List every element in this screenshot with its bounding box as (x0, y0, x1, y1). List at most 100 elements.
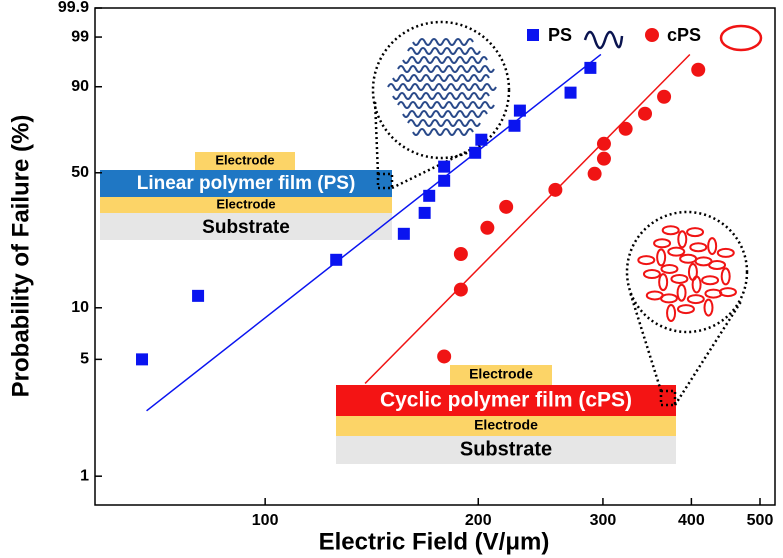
layer-label: Electrode (469, 366, 533, 382)
electrode-layer (450, 365, 552, 385)
point (423, 189, 436, 202)
ring (707, 237, 718, 256)
y-tick-label: 5 (80, 351, 89, 368)
electrode-layer (100, 197, 392, 213)
point (618, 121, 633, 136)
point (453, 282, 468, 297)
y-tick-label: 90 (71, 78, 89, 95)
ring (689, 242, 708, 253)
point (638, 106, 653, 121)
point (437, 349, 452, 364)
point (397, 227, 410, 240)
chain-icons (387, 38, 737, 323)
point (513, 104, 526, 117)
substrate-layer (336, 436, 676, 464)
chain (402, 110, 488, 118)
point (691, 62, 706, 77)
ring (708, 259, 727, 270)
point (453, 247, 468, 262)
ring (703, 298, 714, 317)
chain (392, 74, 490, 82)
point (657, 89, 672, 104)
legend-chain-icon (583, 30, 624, 50)
ring (691, 275, 702, 294)
zoom-line (673, 299, 744, 406)
y-axis-label: Probability of Failure (%) (7, 115, 34, 398)
point (564, 86, 577, 99)
layer-label: Electrode (215, 152, 274, 167)
zoom-line (373, 99, 380, 175)
y-tick-label: 99 (71, 28, 89, 45)
point (418, 206, 431, 219)
chain (387, 83, 497, 91)
ps-zoom (371, 20, 511, 160)
y-tick-label: 10 (71, 299, 89, 316)
point (508, 119, 521, 132)
ring (686, 294, 705, 305)
ring (645, 290, 664, 301)
zoom-line (628, 291, 663, 392)
film-layer (100, 170, 392, 197)
ring (676, 283, 687, 302)
point (469, 146, 482, 159)
chain (402, 56, 488, 64)
ring (677, 230, 688, 249)
x-tick-label: 400 (678, 512, 705, 529)
ring (666, 304, 677, 323)
electrode-layer (336, 416, 676, 436)
chain (397, 101, 495, 109)
ring (660, 263, 679, 274)
point (596, 151, 611, 166)
fit-line (364, 53, 691, 384)
legend-label: cPS (667, 25, 701, 45)
y-tick-label: 99.9 (58, 0, 89, 16)
chain (412, 38, 474, 46)
point (192, 289, 205, 302)
ps-stack: Electrode Linear polymer film (PS) Elect… (100, 152, 392, 240)
chain (407, 47, 481, 55)
ring (720, 267, 731, 286)
chain (407, 119, 481, 127)
ring (667, 246, 686, 257)
zoom-spot (376, 172, 394, 190)
x-tick-label: 200 (465, 512, 492, 529)
y-tick-label: 50 (71, 164, 89, 181)
chain (412, 128, 474, 136)
legend-ring-icon (719, 24, 763, 52)
point (438, 174, 451, 187)
point (584, 61, 597, 74)
plot-frame (94, 7, 776, 506)
ring (658, 273, 669, 292)
point (587, 166, 602, 181)
ring (686, 227, 705, 238)
ring (676, 304, 695, 315)
point (136, 353, 149, 366)
point (330, 253, 343, 266)
layer-label: Substrate (460, 438, 552, 460)
chain (392, 92, 490, 100)
ring (718, 287, 737, 298)
legend-marker (527, 29, 539, 41)
ring (701, 275, 720, 286)
x-axis-label: Electric Field (V/μm) (319, 528, 550, 555)
chain (397, 65, 495, 73)
ring (653, 238, 672, 249)
point (499, 199, 514, 214)
film-layer (336, 385, 676, 416)
ring (637, 255, 656, 266)
layer-label: Electrode (474, 417, 538, 433)
ring (642, 269, 661, 280)
cps-zoom (625, 210, 749, 334)
electrode-layer (195, 152, 295, 170)
point (480, 220, 495, 235)
point (475, 133, 488, 146)
x-tick-label: 500 (747, 512, 774, 529)
legend-marker (645, 28, 659, 42)
zoom-spot (659, 389, 677, 407)
y-tick-label: 1 (80, 467, 89, 484)
layer-label: Substrate (202, 217, 290, 238)
substrate-layer (100, 213, 392, 240)
legend-label: PS (548, 25, 572, 45)
ring (656, 248, 667, 267)
